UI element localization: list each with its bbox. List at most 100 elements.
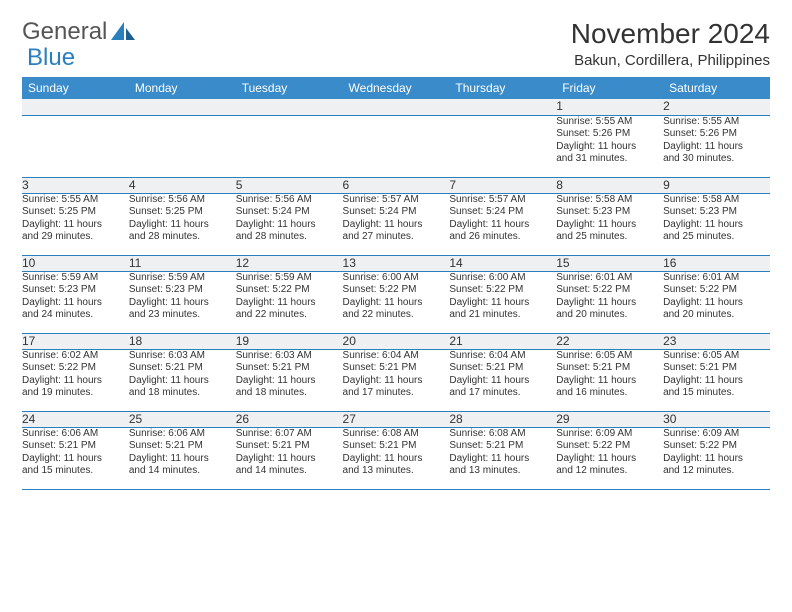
- daylight-line1: Daylight: 11 hours: [22, 375, 129, 388]
- day-cell: Sunrise: 6:04 AMSunset: 5:21 PMDaylight:…: [343, 349, 450, 411]
- brand-part1: General: [22, 18, 107, 46]
- day-cell: Sunrise: 6:05 AMSunset: 5:21 PMDaylight:…: [556, 349, 663, 411]
- daylight-line2: and 22 minutes.: [343, 309, 450, 322]
- day-number: 28: [449, 411, 556, 427]
- day-cell: Sunrise: 6:08 AMSunset: 5:21 PMDaylight:…: [343, 427, 450, 489]
- day-cell: Sunrise: 5:58 AMSunset: 5:23 PMDaylight:…: [556, 193, 663, 255]
- col-thursday: Thursday: [449, 77, 556, 99]
- sunrise: Sunrise: 6:08 AM: [449, 428, 556, 441]
- sunset: Sunset: 5:24 PM: [449, 206, 556, 219]
- day-cell: Sunrise: 6:00 AMSunset: 5:22 PMDaylight:…: [343, 271, 450, 333]
- daylight-line2: and 15 minutes.: [663, 387, 770, 400]
- daylight-line2: and 16 minutes.: [556, 387, 663, 400]
- sunrise: Sunrise: 6:00 AM: [343, 272, 450, 285]
- daylight-line1: Daylight: 11 hours: [556, 297, 663, 310]
- sunrise: Sunrise: 6:02 AM: [22, 350, 129, 363]
- daylight-line1: Daylight: 11 hours: [22, 453, 129, 466]
- content-row: Sunrise: 6:06 AMSunset: 5:21 PMDaylight:…: [22, 427, 770, 489]
- day-number: 24: [22, 411, 129, 427]
- sunset: Sunset: 5:21 PM: [236, 440, 343, 453]
- daylight-line1: Daylight: 11 hours: [22, 297, 129, 310]
- daylight-line1: Daylight: 11 hours: [343, 375, 450, 388]
- day-cell: Sunrise: 5:59 AMSunset: 5:22 PMDaylight:…: [236, 271, 343, 333]
- day-cell: [343, 115, 450, 177]
- daylight-line2: and 25 minutes.: [663, 231, 770, 244]
- day-cell: Sunrise: 6:01 AMSunset: 5:22 PMDaylight:…: [663, 271, 770, 333]
- daylight-line1: Daylight: 11 hours: [556, 141, 663, 154]
- day-number: 22: [556, 333, 663, 349]
- daylight-line2: and 31 minutes.: [556, 153, 663, 166]
- day-number: 15: [556, 255, 663, 271]
- day-cell: Sunrise: 6:06 AMSunset: 5:21 PMDaylight:…: [22, 427, 129, 489]
- daylight-line1: Daylight: 11 hours: [663, 297, 770, 310]
- sunrise: Sunrise: 5:55 AM: [663, 116, 770, 129]
- daylight-line2: and 27 minutes.: [343, 231, 450, 244]
- daylight-line2: and 21 minutes.: [449, 309, 556, 322]
- col-tuesday: Tuesday: [236, 77, 343, 99]
- day-cell: Sunrise: 6:07 AMSunset: 5:21 PMDaylight:…: [236, 427, 343, 489]
- daylight-line2: and 14 minutes.: [236, 465, 343, 478]
- day-cell: Sunrise: 5:58 AMSunset: 5:23 PMDaylight:…: [663, 193, 770, 255]
- daylight-line2: and 15 minutes.: [22, 465, 129, 478]
- sunset: Sunset: 5:23 PM: [129, 284, 236, 297]
- content-row: Sunrise: 5:55 AMSunset: 5:25 PM Daylight:…: [22, 193, 770, 255]
- daynum-row: 17181920212223: [22, 333, 770, 349]
- sunrise: Sunrise: 6:08 AM: [343, 428, 450, 441]
- sunset: Sunset: 5:25 PM: [22, 206, 129, 219]
- day-number: 9: [663, 177, 770, 193]
- daylight-line2: and 19 minutes.: [22, 387, 129, 400]
- day-cell: Sunrise: 5:55 AMSunset: 5:26 PMDaylight:…: [663, 115, 770, 177]
- sunrise: Sunrise: 5:59 AM: [129, 272, 236, 285]
- header: General November 2024 Bakun, Cordillera,…: [22, 18, 770, 69]
- day-number: 19: [236, 333, 343, 349]
- brand-logo: General: [22, 18, 137, 46]
- brand-part2: Blue: [27, 44, 75, 72]
- daylight-line2: and 26 minutes.: [449, 231, 556, 244]
- daylight-line1: Daylight: 11 hours: [663, 453, 770, 466]
- daylight-line2: and 18 minutes.: [129, 387, 236, 400]
- day-number: 26: [236, 411, 343, 427]
- sunrise: Sunrise: 6:04 AM: [449, 350, 556, 363]
- location: Bakun, Cordillera, Philippines: [571, 52, 770, 69]
- day-cell: Sunrise: 5:55 AMSunset: 5:25 PMDaylight:…: [22, 193, 129, 255]
- sunset: Sunset: 5:21 PM: [129, 362, 236, 375]
- daylight-line2: and 13 minutes.: [343, 465, 450, 478]
- sunset: Sunset: 5:26 PM: [663, 128, 770, 141]
- daylight-line2: and 28 minutes.: [236, 231, 343, 244]
- day-number: 10: [22, 255, 129, 271]
- day-number: 8: [556, 177, 663, 193]
- day-cell: Sunrise: 6:05 AMSunset: 5:21 PMDaylight:…: [663, 349, 770, 411]
- day-number: 23: [663, 333, 770, 349]
- sunset: Sunset: 5:23 PM: [663, 206, 770, 219]
- day-number: 3: [22, 177, 129, 193]
- day-number: 1: [556, 99, 663, 115]
- sunrise: Sunrise: 5:55 AM: [22, 194, 129, 207]
- sunrise: Sunrise: 6:04 AM: [343, 350, 450, 363]
- day-number: 16: [663, 255, 770, 271]
- day-number: 14: [449, 255, 556, 271]
- col-friday: Friday: [556, 77, 663, 99]
- sunset: Sunset: 5:21 PM: [449, 362, 556, 375]
- sunrise: Sunrise: 5:57 AM: [343, 194, 450, 207]
- daylight-line2: and 25 minutes.: [556, 231, 663, 244]
- sunrise: Sunrise: 6:09 AM: [556, 428, 663, 441]
- sunset: Sunset: 5:21 PM: [343, 362, 450, 375]
- sunset: Sunset: 5:24 PM: [343, 206, 450, 219]
- day-cell: [22, 115, 129, 177]
- daylight-line1: Daylight: 11 hours: [663, 219, 770, 232]
- day-cell: Sunrise: 6:01 AMSunset: 5:22 PMDaylight:…: [556, 271, 663, 333]
- day-number: 18: [129, 333, 236, 349]
- sunset: Sunset: 5:21 PM: [236, 362, 343, 375]
- day-cell: Sunrise: 5:57 AMSunset: 5:24 PMDaylight:…: [449, 193, 556, 255]
- sunset: Sunset: 5:22 PM: [449, 284, 556, 297]
- sunrise: Sunrise: 5:56 AM: [236, 194, 343, 207]
- sunset: Sunset: 5:22 PM: [236, 284, 343, 297]
- sunrise: Sunrise: 5:56 AM: [129, 194, 236, 207]
- daylight-line2: and 18 minutes.: [236, 387, 343, 400]
- day-cell: Sunrise: 6:09 AMSunset: 5:22 PMDaylight:…: [663, 427, 770, 489]
- daylight-line1: Daylight: 11 hours: [556, 375, 663, 388]
- day-number: [449, 99, 556, 115]
- daylight-line2: and 17 minutes.: [449, 387, 556, 400]
- day-cell: Sunrise: 5:56 AMSunset: 5:25 PMDaylight:…: [129, 193, 236, 255]
- day-cell: Sunrise: 6:08 AMSunset: 5:21 PMDaylight:…: [449, 427, 556, 489]
